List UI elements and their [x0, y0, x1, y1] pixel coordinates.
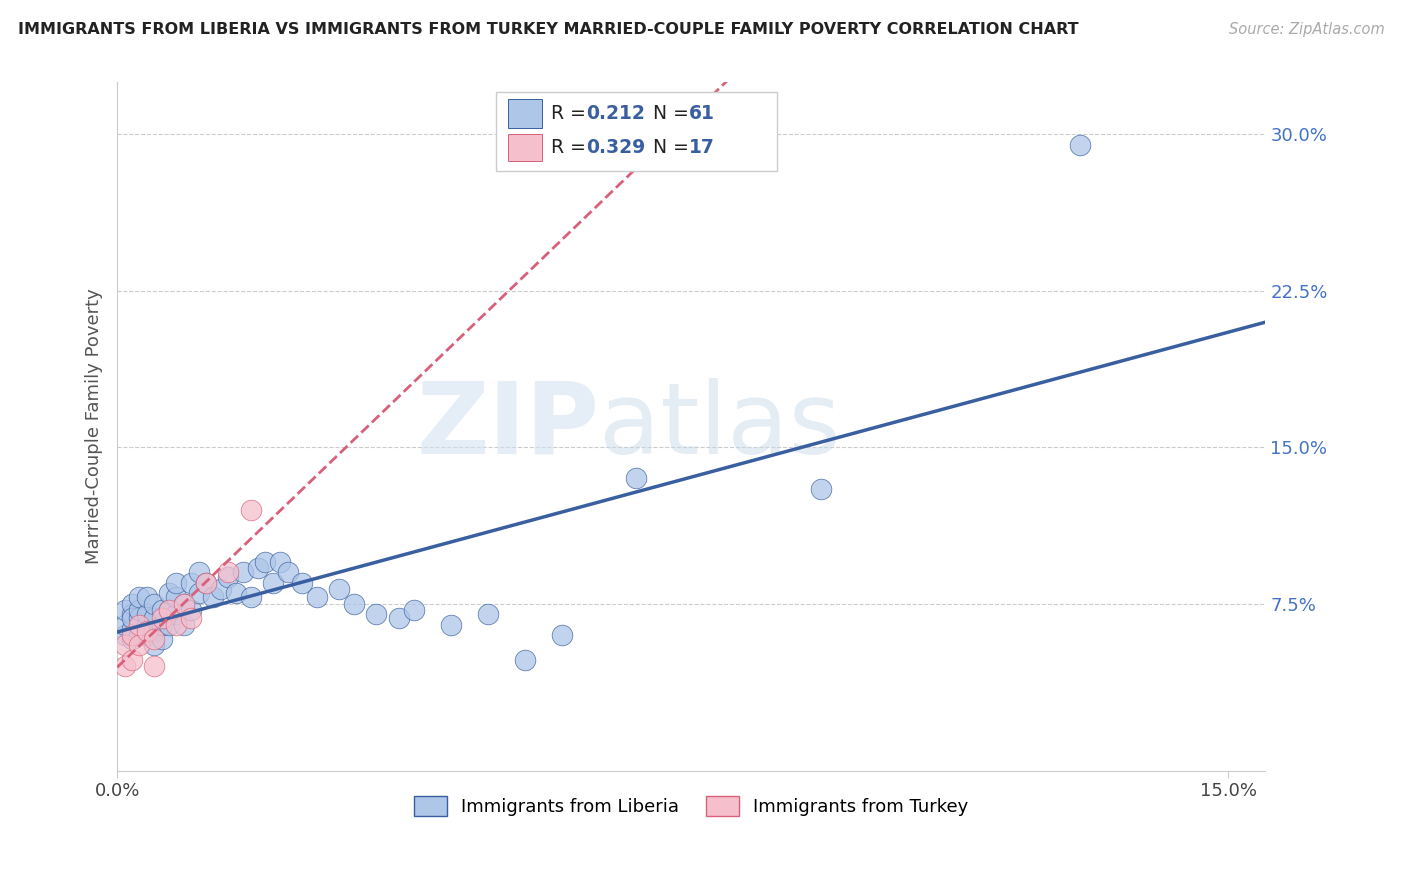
Point: [166, 575, 188, 590]
Point: [135, 591, 157, 605]
Point: [624, 471, 647, 485]
Point: [135, 628, 157, 642]
Point: [121, 607, 143, 622]
Text: 17: 17: [689, 138, 714, 157]
Point: [150, 632, 173, 647]
Point: [121, 622, 143, 636]
Text: IMMIGRANTS FROM LIBERIA VS IMMIGRANTS FROM TURKEY MARRIED-COUPLE FAMILY POVERTY : IMMIGRANTS FROM LIBERIA VS IMMIGRANTS FR…: [18, 22, 1078, 37]
Point: [239, 591, 262, 605]
Text: 0.329: 0.329: [586, 138, 645, 157]
Point: [143, 632, 166, 647]
Point: [143, 659, 166, 673]
Text: 61: 61: [689, 104, 714, 123]
Point: [262, 575, 284, 590]
Point: [166, 617, 188, 632]
Point: [143, 611, 166, 625]
Point: [150, 617, 173, 632]
Point: [180, 611, 202, 625]
Point: [114, 628, 136, 642]
Point: [157, 617, 180, 632]
Point: [128, 639, 150, 653]
Point: [121, 611, 143, 625]
Text: N =: N =: [641, 104, 695, 123]
FancyBboxPatch shape: [496, 92, 778, 171]
Point: [128, 617, 150, 632]
FancyBboxPatch shape: [508, 134, 543, 161]
Point: [246, 561, 269, 575]
Point: [166, 607, 188, 622]
Point: [239, 503, 262, 517]
Point: [157, 586, 180, 600]
Point: [128, 603, 150, 617]
Text: N =: N =: [641, 138, 695, 157]
Point: [187, 586, 209, 600]
Point: [195, 575, 218, 590]
Point: [513, 653, 536, 667]
Text: atlas: atlas: [599, 378, 841, 475]
Point: [128, 611, 150, 625]
Point: [209, 582, 232, 596]
Point: [388, 611, 411, 625]
Point: [121, 628, 143, 642]
Point: [202, 591, 225, 605]
Point: [291, 575, 314, 590]
Point: [121, 653, 143, 667]
Point: [180, 603, 202, 617]
Text: R =: R =: [551, 104, 592, 123]
Point: [217, 569, 239, 583]
Point: [217, 566, 239, 580]
Point: [135, 624, 157, 638]
Y-axis label: Married-Couple Family Poverty: Married-Couple Family Poverty: [86, 288, 103, 564]
Point: [128, 591, 150, 605]
Point: [121, 597, 143, 611]
Point: [550, 628, 572, 642]
Point: [402, 603, 425, 617]
Point: [366, 607, 388, 622]
Point: [114, 617, 136, 632]
FancyBboxPatch shape: [508, 99, 543, 128]
Point: [150, 611, 173, 625]
Point: [121, 632, 143, 647]
Point: [1069, 137, 1091, 152]
Point: [173, 597, 195, 611]
Point: [166, 591, 188, 605]
Legend: Immigrants from Liberia, Immigrants from Turkey: Immigrants from Liberia, Immigrants from…: [406, 789, 976, 823]
Point: [114, 639, 136, 653]
Point: [143, 639, 166, 653]
Point: [157, 603, 180, 617]
Point: [810, 482, 832, 496]
Point: [195, 575, 218, 590]
Point: [173, 597, 195, 611]
Point: [180, 575, 202, 590]
Point: [135, 617, 157, 632]
Point: [135, 607, 157, 622]
Point: [225, 586, 247, 600]
Text: Source: ZipAtlas.com: Source: ZipAtlas.com: [1229, 22, 1385, 37]
Point: [269, 555, 291, 569]
Point: [439, 617, 461, 632]
Point: [150, 603, 173, 617]
Point: [477, 607, 499, 622]
Text: ZIP: ZIP: [416, 378, 599, 475]
Point: [143, 597, 166, 611]
Text: 0.212: 0.212: [586, 104, 644, 123]
Text: R =: R =: [551, 138, 592, 157]
Point: [173, 617, 195, 632]
Point: [114, 603, 136, 617]
Point: [187, 566, 209, 580]
Point: [254, 555, 277, 569]
Point: [232, 566, 254, 580]
Point: [328, 582, 350, 596]
Point: [114, 659, 136, 673]
Point: [157, 603, 180, 617]
Point: [343, 597, 366, 611]
Point: [307, 591, 329, 605]
Point: [143, 624, 166, 638]
Point: [277, 566, 299, 580]
Point: [128, 628, 150, 642]
